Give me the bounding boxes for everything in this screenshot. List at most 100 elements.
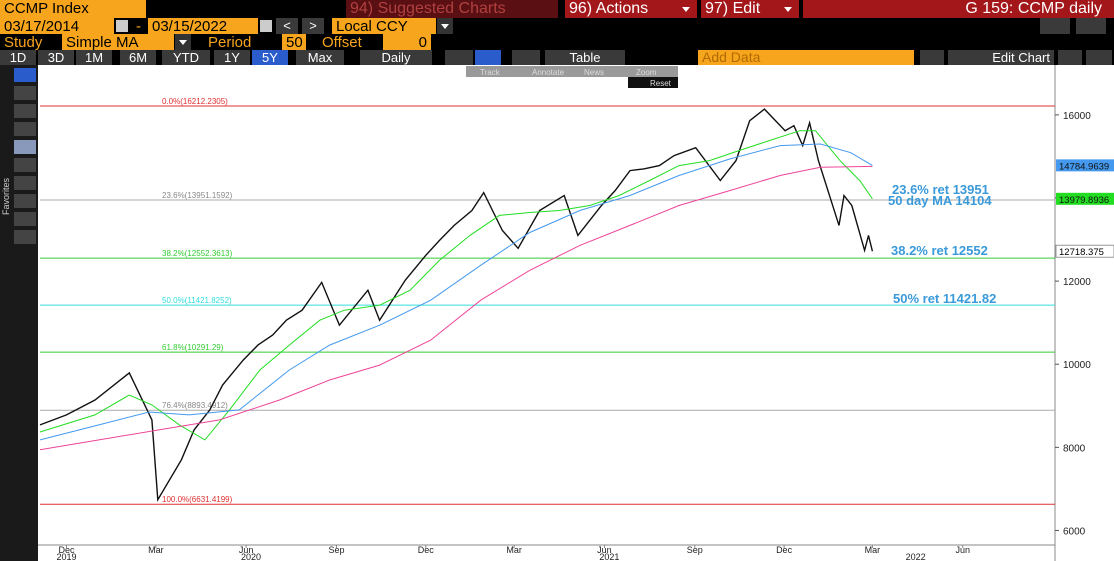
tool-button[interactable]: Annotate — [532, 68, 565, 77]
date-separator: - — [136, 18, 141, 34]
shape-tool[interactable] — [14, 230, 36, 244]
line-tool[interactable] — [14, 86, 36, 100]
level-label: 61.8%(10291.29) — [162, 343, 224, 352]
tool-button[interactable]: News — [584, 68, 604, 77]
price-line — [39, 108, 874, 502]
year-label: 2019 — [56, 552, 76, 561]
level-label: 100.0%(6631.4199) — [162, 495, 233, 504]
security[interactable]: CCMP Index — [0, 0, 146, 18]
edit-menu[interactable]: 97) Edit — [701, 0, 799, 18]
range-button[interactable]: 5Y — [252, 50, 288, 65]
x-tick-label: Mar — [506, 545, 522, 555]
start-date[interactable]: 03/17/2014 — [0, 18, 114, 34]
annotation: 38.2% ret 12552 — [891, 243, 988, 258]
last-value-label: 13979.8936 — [1059, 195, 1109, 206]
pointer-tool[interactable] — [14, 68, 36, 82]
favorites[interactable]: Favorites — [1, 177, 11, 215]
table-button[interactable]: Table — [545, 50, 625, 65]
year-label: 2022 — [906, 552, 926, 561]
collapse-button[interactable] — [920, 50, 944, 65]
x-tick-label: Sep — [687, 545, 703, 555]
offset-label: Offset — [322, 34, 362, 50]
level-label: 38.2%(12552.3613) — [162, 249, 233, 258]
reset-background — [628, 77, 678, 88]
suggested-charts[interactable]: 94) Suggested Charts — [346, 0, 558, 18]
range-button[interactable]: 1Y — [214, 50, 250, 65]
redo-button[interactable] — [1076, 18, 1106, 34]
level-label: 50.0%(11421.8252) — [162, 296, 232, 305]
range-button[interactable]: 1D — [0, 50, 36, 65]
undo-button[interactable] — [1040, 18, 1070, 34]
y-tick-label: 6000 — [1063, 526, 1086, 537]
chart-tools: Track Annotate News Zoom Reset — [466, 66, 678, 88]
level-label: 76.4%(8893.4912) — [162, 401, 228, 410]
fib-tool[interactable] — [14, 140, 36, 154]
study-label: Study — [4, 34, 43, 50]
annotation: 23.6% ret 13951 — [892, 182, 989, 197]
settings-button[interactable] — [1058, 50, 1082, 65]
tool-button[interactable]: Track — [480, 68, 501, 77]
last-value-box — [1056, 192, 1114, 205]
x-tick-label: Dec — [418, 545, 435, 555]
edit-chart[interactable]: Edit Chart — [948, 50, 1054, 65]
range-button[interactable]: YTD — [162, 50, 210, 65]
range-button[interactable]: Max — [296, 50, 344, 65]
plot-background — [38, 65, 1114, 561]
x-tick-label: Jun — [955, 545, 970, 555]
chart-type-button[interactable] — [445, 50, 473, 65]
year-label: 2021 — [599, 552, 619, 561]
calendar-icon[interactable] — [116, 20, 128, 32]
y-tick-label: 8000 — [1063, 443, 1086, 454]
actions-menu[interactable]: 96) Actions — [565, 0, 697, 18]
dollar-tool[interactable] — [14, 122, 36, 136]
x-tick-label: Mar — [865, 545, 881, 555]
last-value-box — [1056, 159, 1114, 172]
y-tick-label: 12000 — [1063, 277, 1091, 288]
annotation: 50 day MA 14104 — [888, 193, 992, 208]
ma-line — [39, 143, 873, 441]
dropdown-icon — [179, 40, 187, 45]
chart: 6000800010000120001400016000DecMarJunSep… — [38, 65, 1114, 561]
tools-background — [466, 66, 678, 77]
end-date[interactable]: 03/15/2022 — [148, 18, 258, 34]
range-button[interactable]: 3D — [38, 50, 74, 65]
calendar-icon[interactable] — [260, 20, 272, 32]
x-tick-label: Dec — [776, 545, 793, 555]
range-button[interactable]: 1M — [76, 50, 112, 65]
frequency[interactable]: Daily — [360, 50, 432, 65]
ma-line — [39, 130, 873, 441]
chart-style-button[interactable] — [475, 50, 501, 65]
gear-button[interactable] — [1086, 50, 1112, 65]
chart-id: G 159: CCMP daily — [803, 0, 1114, 18]
last-value-label: 12718.375 — [1059, 247, 1104, 258]
dropdown-button[interactable] — [512, 50, 540, 65]
channel-tool[interactable] — [14, 194, 36, 208]
last-value-box — [1055, 244, 1114, 258]
y-tick-label: 10000 — [1063, 360, 1091, 371]
percent-tool[interactable] — [14, 104, 36, 118]
tool-button[interactable]: Zoom — [636, 68, 657, 77]
x-tick-label: Dec — [58, 545, 75, 555]
period[interactable]: 50 — [282, 34, 306, 50]
prev-button[interactable]: < — [276, 18, 298, 34]
ma-line — [39, 165, 873, 451]
offset[interactable]: 0 — [383, 34, 431, 50]
x-tick-label: Jun — [239, 545, 254, 555]
range-button[interactable]: 6M — [120, 50, 156, 65]
currency[interactable]: Local CCY — [332, 18, 436, 34]
trend-tool[interactable] — [14, 176, 36, 190]
x-tick-label: Mar — [148, 545, 164, 555]
y-tick-label: 16000 — [1063, 111, 1091, 122]
x-tick-label: Sep — [328, 545, 344, 555]
x-tick-label: Jun — [597, 545, 612, 555]
study[interactable]: Simple MA — [62, 34, 174, 50]
annotation: 50% ret 11421.82 — [893, 291, 996, 306]
reset-button[interactable]: Reset — [650, 79, 672, 88]
hline-tool[interactable] — [14, 212, 36, 226]
r-tool[interactable] — [14, 158, 36, 172]
year-label: 2020 — [241, 552, 261, 561]
next-button[interactable]: > — [302, 18, 324, 34]
add-data[interactable]: Add Data — [698, 50, 914, 65]
tool-strip: Favorites — [0, 65, 38, 561]
dropdown-icon — [784, 7, 792, 12]
